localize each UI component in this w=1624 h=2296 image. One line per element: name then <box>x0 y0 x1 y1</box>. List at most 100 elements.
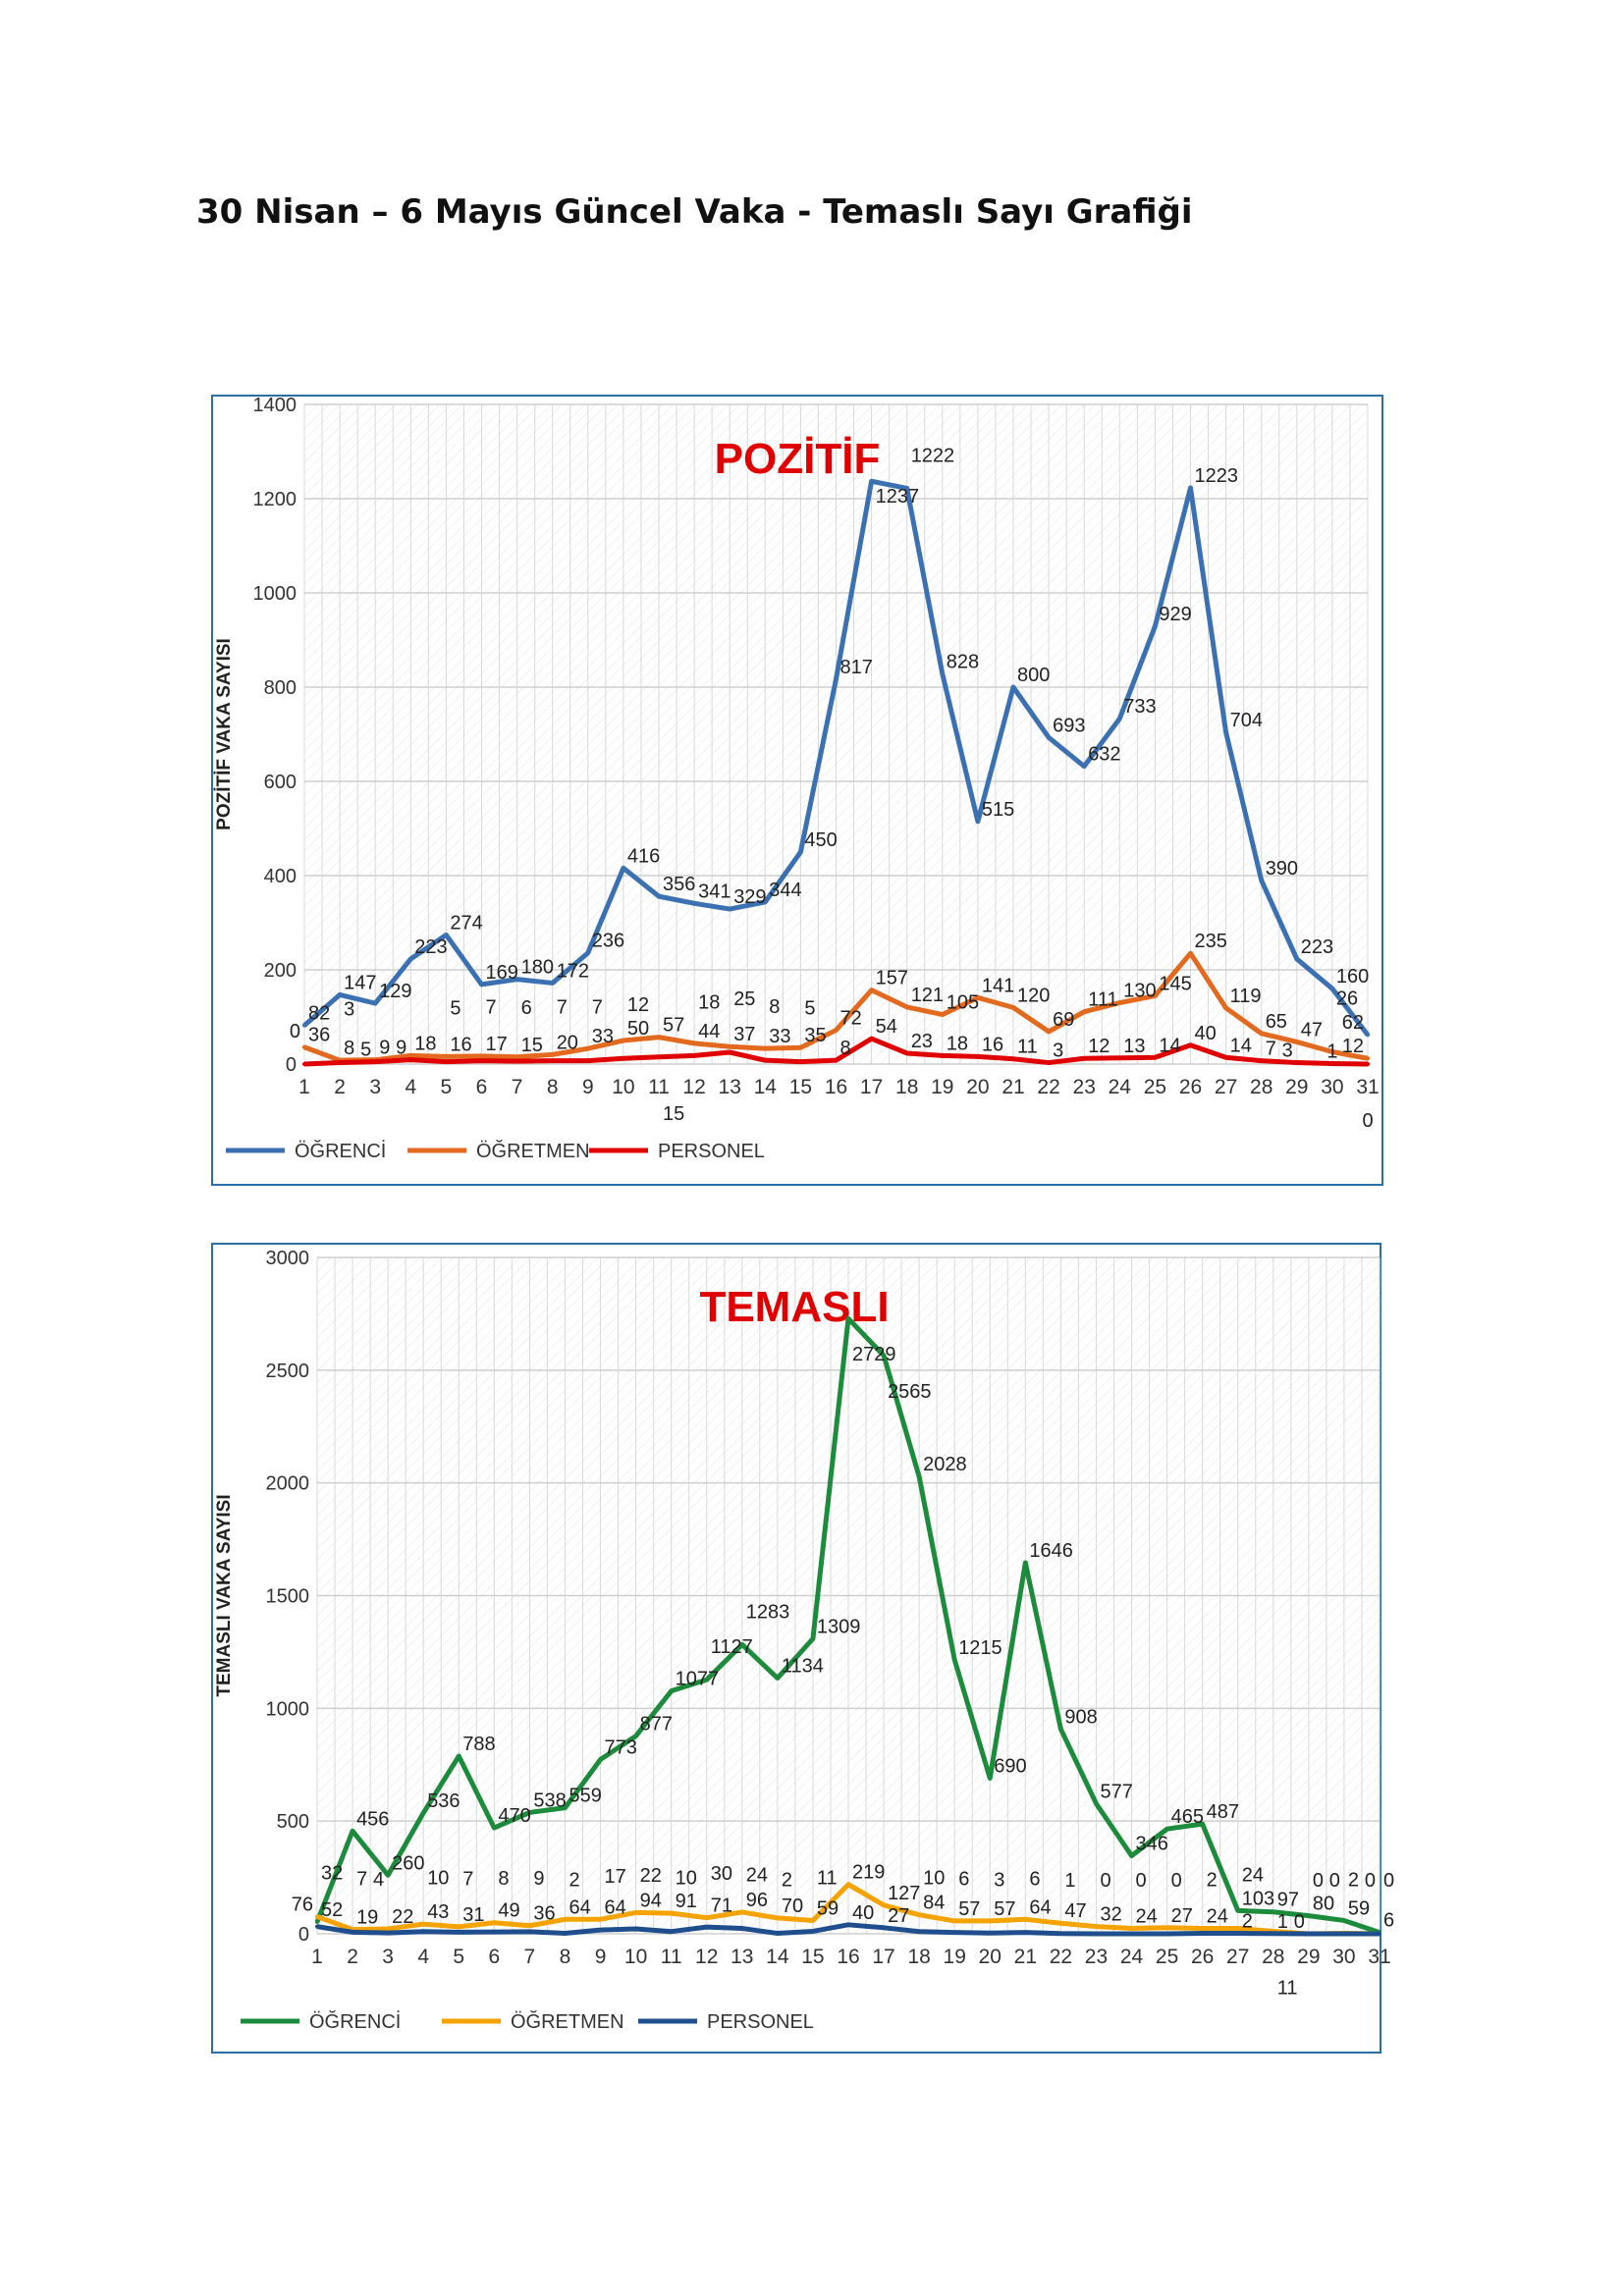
x-tick-label: 20 <box>979 1946 1001 1968</box>
data-label: 1215 <box>958 1637 1002 1659</box>
data-label: 120 <box>1017 985 1050 1006</box>
data-point <box>492 1930 497 1935</box>
data-label: 219 <box>852 1862 885 1884</box>
data-point <box>386 1931 391 1936</box>
data-point <box>408 956 413 961</box>
data-point <box>1117 1000 1122 1005</box>
x-tick-label: 8 <box>547 1076 559 1098</box>
y-tick-label: 1200 <box>253 489 298 510</box>
data-point <box>1366 1033 1370 1038</box>
data-label: 1222 <box>911 445 955 466</box>
data-label: 6 <box>1383 1910 1394 1932</box>
data-label: 94 <box>640 1890 662 1911</box>
data-point <box>1023 1560 1028 1565</box>
data-point <box>988 1918 993 1923</box>
data-point <box>563 1805 568 1810</box>
legend-label: PERSONEL <box>658 1141 765 1162</box>
data-label: 19 <box>356 1907 378 1929</box>
data-label: 62 <box>1342 1012 1364 1034</box>
data-point <box>1047 1029 1052 1034</box>
data-label: 180 <box>521 957 554 979</box>
data-label: 8 <box>498 1868 509 1890</box>
data-label: 141 <box>982 975 1014 996</box>
data-label: 2565 <box>888 1381 932 1403</box>
data-point <box>952 1918 957 1923</box>
data-label: 40 <box>852 1902 874 1924</box>
x-tick-label: 28 <box>1262 1946 1284 1968</box>
data-point <box>1094 1932 1099 1936</box>
x-tick-label: 15 <box>789 1076 812 1098</box>
y-tick-label: 500 <box>277 1811 309 1833</box>
data-point <box>869 479 874 484</box>
data-point <box>1023 1930 1028 1935</box>
data-label: 36 <box>533 1903 555 1925</box>
data-point <box>1200 1822 1205 1827</box>
x-tick-label: 19 <box>931 1076 953 1098</box>
data-point <box>444 1059 449 1064</box>
data-label: 3 <box>1282 1041 1293 1062</box>
data-label: 105 <box>947 992 979 1014</box>
data-label: 9 <box>396 1038 406 1059</box>
data-label: 329 <box>733 886 766 908</box>
data-label: 14 <box>1230 1035 1252 1056</box>
x-tick-label: 22 <box>1037 1076 1059 1098</box>
data-label: 27 <box>1171 1905 1193 1927</box>
data-point <box>692 1041 697 1045</box>
data-point <box>763 1058 768 1063</box>
data-point <box>1235 1908 1240 1913</box>
data-label: 9 <box>533 1868 544 1890</box>
data-label: 119 <box>1230 986 1262 1007</box>
y-tick-label: 3000 <box>266 1248 310 1269</box>
data-point <box>408 1057 413 1062</box>
y-tick-label: 1500 <box>266 1586 310 1608</box>
data-point <box>1188 1042 1193 1047</box>
data-label: 0 <box>1136 1870 1147 1892</box>
data-point <box>1164 1925 1169 1930</box>
data-label: 800 <box>1017 665 1050 686</box>
data-label: 32 <box>1100 1904 1121 1926</box>
data-label: 13 <box>1123 1036 1145 1057</box>
data-point <box>810 1636 815 1641</box>
data-point <box>1294 1040 1299 1044</box>
data-point <box>598 1757 603 1762</box>
data-point <box>763 899 768 904</box>
data-label: 1134 <box>782 1656 824 1678</box>
data-point <box>1200 1926 1205 1931</box>
legend-label: ÖĞRETMEN <box>511 2010 624 2033</box>
data-label: 12 <box>1342 1036 1364 1057</box>
x-tick-label: 21 <box>1014 1946 1037 1968</box>
data-label: 0 <box>1329 1870 1340 1892</box>
y-tick-label: 2000 <box>266 1473 310 1495</box>
data-point <box>1082 1056 1087 1061</box>
data-point <box>1094 1924 1099 1929</box>
data-label: 64 <box>1029 1896 1051 1918</box>
data-point <box>988 1931 993 1936</box>
data-label: 817 <box>840 657 873 678</box>
data-label: 788 <box>462 1734 495 1755</box>
data-point <box>834 1028 839 1033</box>
data-label: 929 <box>1159 604 1191 625</box>
data-point <box>940 671 945 676</box>
data-point <box>585 1058 590 1063</box>
data-label: 733 <box>1123 696 1156 718</box>
legend-label: ÖĞRENCİ <box>309 2010 401 2033</box>
data-point <box>1164 1827 1169 1832</box>
data-label: 40 <box>1195 1023 1217 1044</box>
data-label: 57 <box>958 1898 980 1920</box>
data-label: 828 <box>947 652 979 673</box>
data-label: 356 <box>663 874 695 895</box>
data-label: 9 <box>379 1038 390 1059</box>
x-tick-label: 12 <box>682 1076 705 1098</box>
data-label: 0 <box>1294 1911 1305 1933</box>
data-label: 908 <box>1064 1706 1097 1728</box>
data-label: 7 <box>462 1868 473 1890</box>
x-tick-label: 11 <box>661 1946 682 1968</box>
data-label: 1077 <box>676 1669 720 1690</box>
data-point <box>1223 1055 1228 1060</box>
data-point <box>775 1676 780 1681</box>
data-point <box>351 1930 355 1935</box>
y-tick-label: 1400 <box>253 395 298 416</box>
